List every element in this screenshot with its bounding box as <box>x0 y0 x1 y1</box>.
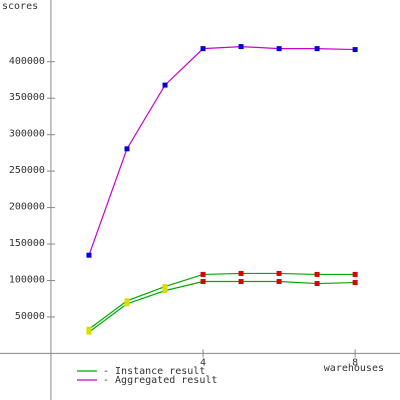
point <box>238 279 244 285</box>
point <box>162 288 168 294</box>
point <box>276 46 282 52</box>
y-tick-label: 150000 <box>9 238 45 249</box>
point <box>314 271 320 277</box>
point <box>200 279 206 285</box>
point <box>352 271 358 277</box>
point <box>86 326 92 332</box>
point <box>276 279 282 285</box>
point <box>86 329 92 335</box>
y-tick-label: 300000 <box>9 129 45 140</box>
series-line <box>88 280 356 333</box>
point <box>200 271 206 277</box>
point <box>238 44 244 50</box>
y-tick-label: 400000 <box>9 56 45 67</box>
series-line <box>88 45 356 256</box>
point <box>162 284 168 290</box>
y-tick-label: 350000 <box>9 92 45 103</box>
point <box>200 46 206 52</box>
point <box>86 252 92 258</box>
point <box>124 301 130 307</box>
x-tick-label: 8 <box>352 357 358 368</box>
point <box>314 281 320 287</box>
point <box>124 298 130 304</box>
point <box>162 82 168 88</box>
legend-label: - Instance result <box>103 366 205 377</box>
y-tick-label: 100000 <box>9 274 45 285</box>
x-tick-label: 4 <box>200 357 206 368</box>
point <box>124 146 130 152</box>
point <box>238 270 244 276</box>
legend-label: - Aggregated result <box>103 375 217 386</box>
y-axis-label: scores <box>2 1 38 12</box>
point <box>276 270 282 276</box>
x-axis-label: warehouses <box>324 363 384 374</box>
point <box>352 280 358 286</box>
y-tick-label: 50000 <box>15 311 45 322</box>
y-tick-label: 200000 <box>9 202 45 213</box>
point <box>352 47 358 53</box>
y-tick-label: 250000 <box>9 165 45 176</box>
point <box>314 46 320 52</box>
series-line <box>88 272 356 330</box>
